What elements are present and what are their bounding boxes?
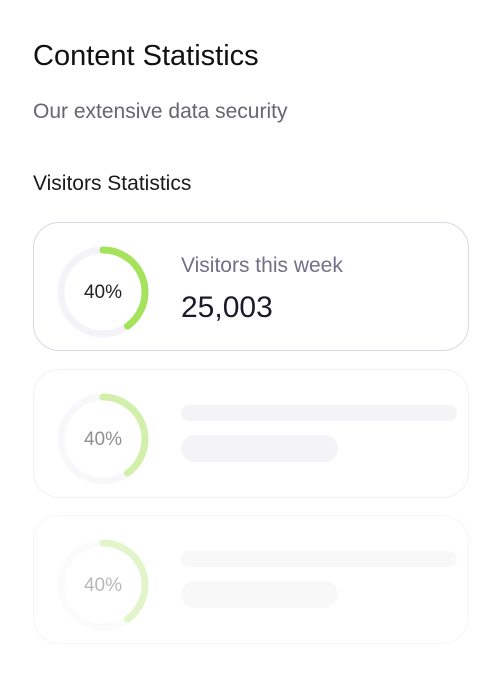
ring-track	[57, 539, 149, 631]
skeleton-line	[181, 581, 338, 608]
ring-label: 40%	[84, 429, 122, 450]
skeleton-line	[181, 405, 457, 421]
progress-ring: 40%	[57, 246, 149, 338]
skeleton-line	[181, 435, 338, 462]
subtitle: Our extensive data security	[33, 100, 288, 123]
section-title: Visitors Statistics	[33, 172, 192, 195]
stat-card: 40%	[33, 369, 469, 498]
card-title: Visitors this week	[181, 254, 343, 277]
ring-label: 40%	[84, 575, 122, 596]
progress-ring: 40%	[57, 393, 149, 485]
title: Content Statistics	[33, 40, 259, 72]
ring-label: 40%	[84, 282, 122, 303]
progress-ring: 40%	[57, 539, 149, 631]
ring-progress	[57, 539, 149, 631]
stat-card: 40% Visitors this week 25,003	[33, 222, 469, 351]
ring-progress	[57, 393, 149, 485]
stat-card: 40%	[33, 515, 469, 644]
skeleton-line	[181, 551, 457, 567]
ring-progress	[57, 246, 149, 338]
card-value: 25,003	[181, 291, 273, 324]
